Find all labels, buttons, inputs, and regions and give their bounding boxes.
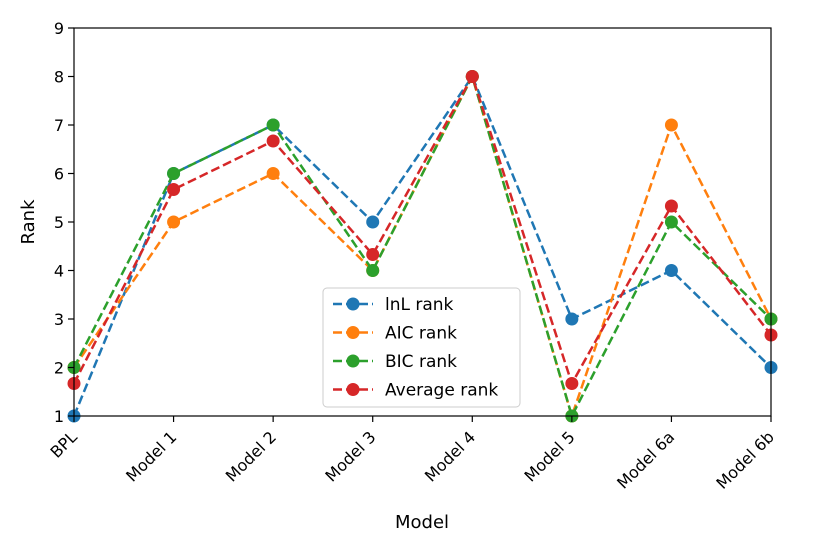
y-tick-label: 3 <box>54 310 64 329</box>
legend: lnL rank AIC rank BIC rank Average rank <box>322 287 521 408</box>
x-tick-label: Model 2 <box>222 427 280 485</box>
x-tick-label: Model 5 <box>520 427 578 485</box>
y-tick-label: 5 <box>54 213 64 232</box>
y-tick-label: 7 <box>54 116 64 135</box>
x-tick-label: Model 6b <box>712 427 777 492</box>
legend-label: lnL rank <box>385 295 454 315</box>
legend-marker <box>346 383 360 396</box>
data-point <box>167 215 181 229</box>
data-point <box>565 312 579 326</box>
y-axis-title: Rank <box>18 199 39 245</box>
y-tick-label: 6 <box>54 165 64 184</box>
series-layer <box>67 70 778 423</box>
data-point <box>366 264 380 277</box>
legend-marker <box>346 297 360 311</box>
y-tick-label: 9 <box>54 19 64 38</box>
y-tick-label: 1 <box>54 407 64 426</box>
y-axis: 1 2 3 4 5 6 7 8 9 <box>54 19 74 426</box>
series-line <box>72 73 772 387</box>
data-point <box>266 134 280 148</box>
data-point <box>366 215 380 229</box>
x-axis-title: Model <box>395 512 449 533</box>
data-point <box>167 167 181 180</box>
legend-box <box>322 287 521 408</box>
x-axis: BPL Model 1 Model 2 Model 3 Model 4 Model 5 Mo… <box>47 416 778 493</box>
y-tick-label: 4 <box>54 262 64 281</box>
x-tick-label: Model 6a <box>613 427 678 492</box>
series-line <box>72 73 772 420</box>
data-point <box>664 118 678 132</box>
legend-label: Average rank <box>385 381 498 401</box>
data-point <box>167 183 181 197</box>
y-tick-label: 8 <box>54 68 64 87</box>
series-group <box>67 70 778 391</box>
data-point <box>565 377 579 391</box>
data-point <box>366 247 380 261</box>
data-point <box>266 167 280 180</box>
legend-label: BIC rank <box>385 352 457 372</box>
data-point <box>465 70 479 83</box>
legend-marker <box>346 354 360 368</box>
legend-marker <box>346 326 360 339</box>
data-point <box>664 215 678 229</box>
data-point <box>664 264 678 277</box>
data-point <box>266 118 280 132</box>
x-tick-label: Model 3 <box>321 427 379 485</box>
x-tick-label: Model 1 <box>122 427 180 485</box>
x-tick-label: BPL <box>47 427 81 461</box>
data-point <box>664 199 678 213</box>
legend-label: AIC rank <box>385 324 457 344</box>
y-tick-label: 2 <box>54 359 64 378</box>
x-tick-label: Model 4 <box>421 427 479 485</box>
